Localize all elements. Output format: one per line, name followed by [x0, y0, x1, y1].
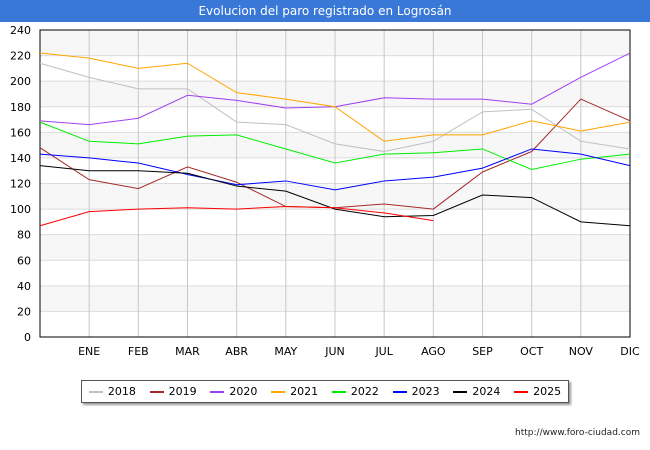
legend-label: 2019 [168, 385, 197, 398]
y-tick-label: 80 [17, 229, 31, 242]
y-tick-label: 200 [10, 75, 31, 88]
x-tick-label: JUN [324, 345, 345, 358]
y-tick-label: 240 [10, 24, 31, 37]
x-tick-label: MAR [175, 345, 200, 358]
chart-title: Evolucion del paro registrado en Logrosá… [0, 0, 650, 22]
x-tick-label: OCT [520, 345, 543, 358]
legend-item-2025: 2025 [514, 385, 561, 398]
legend-swatch [392, 390, 407, 393]
y-tick-label: 60 [17, 254, 31, 267]
legend-swatch [453, 390, 468, 393]
x-tick-label: ENE [78, 345, 100, 358]
legend-label: 2018 [107, 385, 136, 398]
legend-label: 2025 [533, 385, 562, 398]
source-url: http://www.foro-ciudad.com [515, 428, 640, 438]
legend: 2018 2019 2020 2021 2022 2023 2024 2025 [81, 380, 569, 403]
x-tick-label: ABR [225, 345, 248, 358]
y-tick-label: 140 [10, 152, 31, 165]
legend-item-2018: 2018 [88, 385, 136, 398]
y-tick-label: 0 [24, 331, 31, 344]
legend-item-2024: 2024 [453, 385, 500, 398]
series-line-2025 [39, 206, 434, 227]
legend-swatch [149, 390, 164, 393]
y-tick-label: 220 [10, 50, 31, 63]
x-tick-label: FEB [128, 345, 149, 358]
y-tick-label: 20 [17, 305, 31, 318]
plot-border [39, 29, 631, 338]
x-tick-label: DIC [620, 345, 640, 358]
y-tick-label: 180 [10, 101, 31, 114]
legend-item-2022: 2022 [331, 385, 379, 398]
x-tick-label: MAY [274, 345, 297, 358]
x-tick-label: NOV [569, 345, 594, 358]
legend-item-2020: 2020 [210, 385, 257, 398]
legend-item-2021: 2021 [271, 385, 318, 398]
series-line-2023 [39, 148, 631, 191]
series-line-2021 [39, 52, 631, 142]
y-tick-label: 100 [10, 203, 31, 216]
legend-swatch [271, 390, 286, 393]
legend-label: 2020 [229, 385, 258, 398]
legend-label: 2024 [472, 385, 501, 398]
y-tick-label: 40 [17, 280, 31, 293]
series-line-2018 [39, 62, 631, 153]
legend-label: 2023 [411, 385, 440, 398]
legend-swatch [88, 390, 103, 393]
series-line-2022 [39, 121, 631, 170]
legend-swatch [331, 390, 346, 393]
legend-item-2019: 2019 [149, 385, 197, 398]
legend-swatch [514, 390, 529, 393]
legend-item-2023: 2023 [392, 385, 440, 398]
x-tick-label: SEP [472, 345, 493, 358]
legend-label: 2022 [350, 385, 379, 398]
series-line-2024 [39, 165, 631, 227]
y-tick-label: 160 [10, 126, 31, 139]
legend-label: 2021 [290, 385, 319, 398]
y-tick-label: 120 [10, 178, 31, 191]
x-tick-label: AGO [421, 345, 446, 358]
legend-swatch [210, 390, 225, 393]
x-tick-label: JUL [374, 345, 393, 358]
